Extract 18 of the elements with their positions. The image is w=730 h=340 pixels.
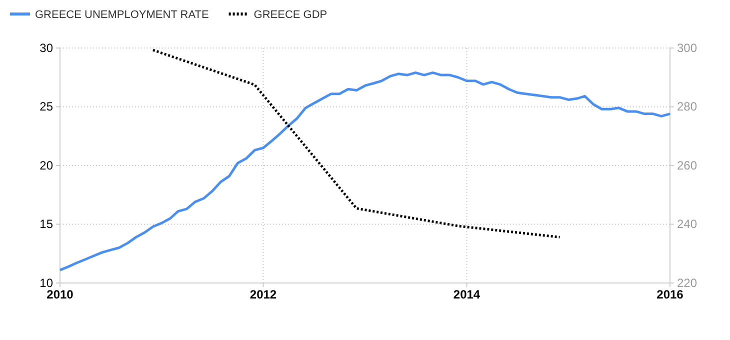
x-tick-label: 2014	[453, 288, 480, 302]
legend-label: GREECE UNEMPLOYMENT RATE	[35, 9, 209, 21]
y-tick-label: 20	[40, 158, 54, 172]
y-tick-label: 25	[40, 100, 54, 114]
line-series	[58, 71, 672, 272]
x-tick-label: 2016	[656, 288, 684, 302]
y2-tick-label: 240	[677, 217, 698, 232]
y-tick-label: 30	[40, 40, 54, 55]
legend-label: GREECE GDP	[254, 9, 328, 21]
y2-tick-label: 260	[677, 158, 698, 172]
y-tick-label: 15	[40, 217, 54, 232]
y-tick-label: 10	[40, 276, 54, 290]
x-tick-label: 2010	[46, 288, 74, 302]
line-series	[152, 48, 561, 238]
y2-tick-label: 220	[677, 276, 698, 290]
y2-tick-label: 300	[677, 40, 698, 55]
x-tick-label: 2012	[250, 288, 277, 302]
y2-tick-label: 280	[677, 100, 698, 114]
